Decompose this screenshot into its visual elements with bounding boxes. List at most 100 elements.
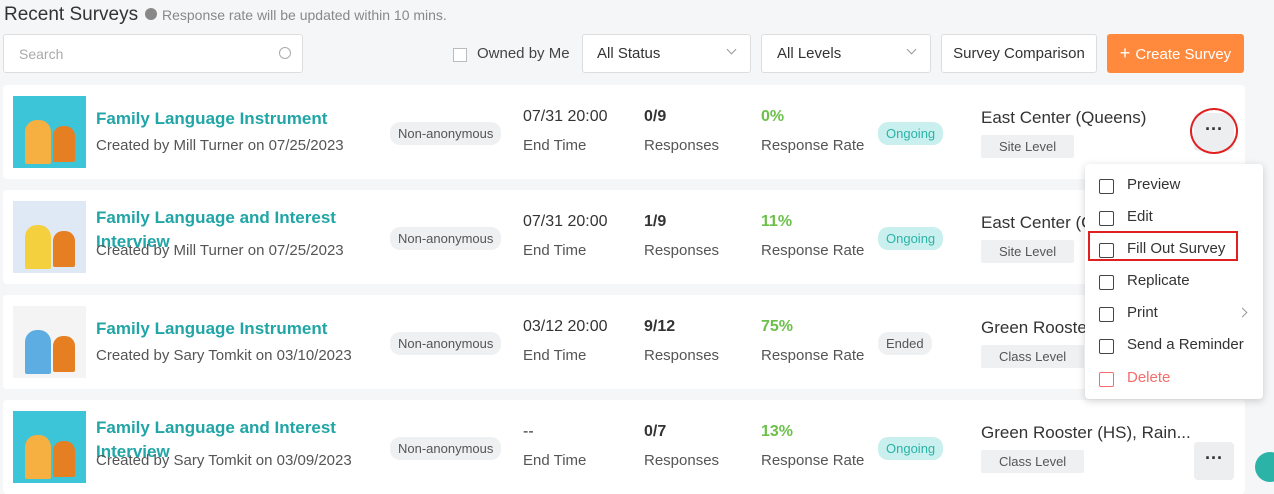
responses: 1/9 (644, 213, 667, 230)
level-tag: Class Level (981, 450, 1085, 473)
end-time: 03/12 20:00 (523, 318, 608, 335)
status-tag: Ongoing (878, 437, 944, 460)
rate-label: Response Rate (761, 137, 865, 154)
thumb-figure (25, 120, 51, 164)
menu-item[interactable]: Delete (1127, 369, 1171, 386)
thumbnail (13, 411, 86, 483)
menu-icon (1099, 211, 1114, 226)
survey-card[interactable]: Family Language Instrument Created by Sar… (3, 295, 1245, 389)
responses: 0/9 (644, 108, 667, 125)
rate-label: Response Rate (761, 242, 865, 259)
survey-card[interactable]: Family Language and Interest Interview Cr… (3, 190, 1245, 284)
site: East Center (Queens) (981, 108, 1147, 127)
rate: 0% (761, 108, 785, 125)
menu-item[interactable]: Fill Out Survey (1127, 240, 1226, 257)
anonymity-tag: Non-anonymous (390, 437, 502, 460)
search-icon (279, 47, 291, 59)
menu-item[interactable]: Send a Reminder (1127, 336, 1244, 353)
notice: Response rate will be updated within 10 … (162, 7, 447, 23)
thumbnail (13, 201, 86, 273)
chevron (906, 44, 917, 55)
context-menu: Preview Edit Fill Out Survey Replicate Print… (1085, 164, 1263, 399)
responses: 0/7 (644, 423, 667, 440)
compare-button[interactable]: Survey Comparison (941, 34, 1097, 73)
level-tag: Site Level (981, 240, 1075, 263)
highlight-circle (1190, 108, 1238, 154)
create-button[interactable]: + Create Survey (1107, 34, 1244, 73)
thumb-figure (25, 330, 51, 374)
menu-item[interactable]: Edit (1127, 208, 1153, 225)
thumb-figure (25, 435, 51, 479)
more-button[interactable]: ··· (1194, 442, 1234, 480)
survey-card[interactable]: Family Language and Interest Interview Cr… (3, 400, 1245, 494)
thumb-figure (25, 225, 51, 269)
search-box[interactable]: Search (3, 34, 303, 73)
rate-label: Response Rate (761, 347, 865, 364)
menu-item[interactable]: Print (1127, 304, 1158, 321)
menu-icon (1099, 243, 1114, 258)
site: Green Rooster (HS), Rain... (981, 423, 1191, 442)
thumb-figure (53, 336, 75, 372)
thumb-figure (53, 231, 75, 267)
created-by: Created by Mill Turner on 07/25/2023 (96, 137, 344, 154)
highlight-box (1088, 231, 1238, 261)
end-time: 07/31 20:00 (523, 108, 608, 125)
menu-item[interactable]: Preview (1127, 176, 1181, 193)
anonymity-tag: Non-anonymous (390, 227, 502, 250)
level-tag: Class Level (981, 345, 1085, 368)
menu-item[interactable]: Replicate (1127, 272, 1190, 289)
level-tag: Site Level (981, 135, 1075, 158)
thumbnail (13, 96, 86, 168)
created-by: Created by Sary Tomkit on 03/10/2023 (96, 347, 352, 364)
anonymity-tag: Non-anonymous (390, 122, 502, 145)
owned-by-me[interactable]: Owned by Me (477, 45, 570, 62)
chevron (726, 44, 737, 55)
survey-title[interactable]: Family Language Instrument (96, 109, 328, 128)
thumb-figure (53, 441, 75, 477)
site: East Center (C (981, 213, 1094, 232)
survey-title[interactable]: Family Language Instrument (96, 319, 328, 338)
anonymity-tag: Non-anonymous (390, 332, 502, 355)
page-title: Recent Surveys (4, 4, 139, 25)
created-by: Created by Mill Turner on 07/25/2023 (96, 242, 344, 259)
thumbnail (13, 306, 86, 378)
status-filter[interactable]: All Status (582, 34, 751, 73)
survey-title[interactable]: Family Language and Interest Interview (96, 418, 336, 461)
site: Green Rooster (981, 318, 1093, 337)
menu-icon (1099, 275, 1114, 290)
checkbox[interactable] (453, 48, 467, 62)
level-filter[interactable]: All Levels (761, 34, 931, 73)
menu-icon (1099, 307, 1114, 322)
floating-button[interactable] (1255, 452, 1274, 482)
end-time: 07/31 20:00 (523, 213, 608, 230)
status-tag: Ended (878, 332, 932, 355)
end-label: End Time (523, 242, 587, 259)
end-label: End Time (523, 137, 587, 154)
status-tag: Ongoing (878, 122, 944, 145)
rate: 11% (761, 213, 793, 230)
survey-card[interactable]: Family Language Instrument Created by Mil… (3, 85, 1245, 179)
status-tag: Ongoing (878, 227, 944, 250)
rate: 13% (761, 423, 794, 440)
level-filter-text: All Levels (777, 45, 842, 62)
responses-label: Responses (644, 137, 720, 154)
search-placeholder: Search (19, 46, 64, 62)
menu-icon (1099, 179, 1114, 194)
rate: 75% (761, 318, 794, 335)
responses-label: Responses (644, 347, 720, 364)
compare-button-text: Survey Comparison (953, 45, 1085, 62)
created-by: Created by Sary Tomkit on 03/09/2023 (96, 452, 352, 469)
create-button-text: Create Survey (1135, 46, 1232, 63)
submenu-arrow (1237, 307, 1248, 318)
survey-title[interactable]: Family Language and Interest Interview (96, 208, 336, 251)
status-filter-text: All Status (597, 45, 661, 62)
menu-icon (1099, 372, 1114, 387)
end-label: End Time (523, 347, 587, 364)
end-label: End Time (523, 452, 587, 469)
rate-label: Response Rate (761, 452, 865, 469)
menu-icon (1099, 339, 1114, 354)
thumb-figure (53, 126, 75, 162)
responses-label: Responses (644, 452, 720, 469)
responses: 9/12 (644, 318, 676, 335)
